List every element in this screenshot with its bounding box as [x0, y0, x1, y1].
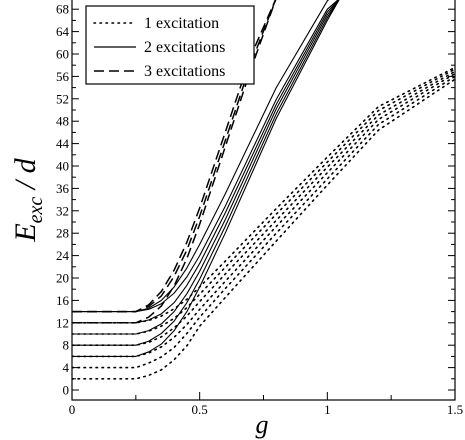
- series-1-curve-3: [72, 72, 455, 358]
- x-tick-label-0: 0: [69, 402, 76, 417]
- x-tick-label-2: 1: [324, 402, 331, 417]
- y-tick-label-9: 36: [56, 181, 70, 196]
- y-tick-label-13: 52: [56, 91, 69, 106]
- series-2-curve-5: [72, 0, 339, 313]
- legend-label-1: 1 excitation: [144, 15, 219, 32]
- y-tick-label-2: 8: [63, 338, 70, 353]
- series-layer: [72, 0, 455, 380]
- series-2-curve-4: [72, 0, 340, 324]
- legend: 1 excitation 2 excitations 3 excitations: [85, 5, 255, 85]
- series-1-curve-2: [72, 75, 455, 369]
- series-1-curve-4: [72, 70, 455, 346]
- y-tick-label-11: 44: [56, 136, 70, 151]
- y-tick-label-8: 32: [56, 203, 69, 218]
- series-3-curve-1: [72, 0, 277, 324]
- y-tick-label-17: 68: [56, 2, 69, 17]
- y-tick-label-5: 20: [56, 271, 69, 286]
- y-tick-label-7: 28: [56, 226, 69, 241]
- x-tick-label-1: 0.5: [192, 402, 208, 417]
- x-tick-label-3: 1.5: [447, 402, 463, 417]
- y-tick-label-15: 60: [56, 47, 69, 62]
- series-1-curve-1: [72, 78, 455, 380]
- series-1-curve-5: [72, 68, 455, 335]
- series-2-curve-6: [72, 0, 330, 313]
- y-tick-label-14: 56: [56, 69, 70, 84]
- y-tick-label-10: 40: [56, 159, 69, 174]
- y-tick-label-12: 48: [56, 114, 69, 129]
- y-axis-label-sub: exc: [25, 197, 47, 224]
- series-3-curve-3: [72, 0, 277, 313]
- legend-label-2: 2 excitations: [144, 39, 225, 56]
- series-2-curve-1: [72, 0, 340, 357]
- series-1-curve-6: [72, 66, 455, 324]
- series-2-curve-2: [72, 0, 340, 346]
- y-axis-label-tail: / d: [9, 157, 42, 196]
- series-2-curve-3: [72, 0, 340, 335]
- y-tick-label-0: 0: [63, 383, 70, 398]
- x-axis-label: g: [256, 410, 269, 439]
- series-3-curve-2: [72, 0, 277, 313]
- y-tick-label-4: 16: [56, 293, 70, 308]
- y-axis-label-main: E: [9, 223, 42, 242]
- legend-label-3: 3 excitations: [144, 63, 225, 80]
- y-tick-label-3: 12: [56, 315, 69, 330]
- y-tick-label-16: 64: [56, 24, 70, 39]
- y-tick-label-6: 24: [56, 248, 70, 263]
- y-tick-label-1: 4: [63, 360, 70, 375]
- y-axis-label: Eexc / d: [9, 157, 47, 242]
